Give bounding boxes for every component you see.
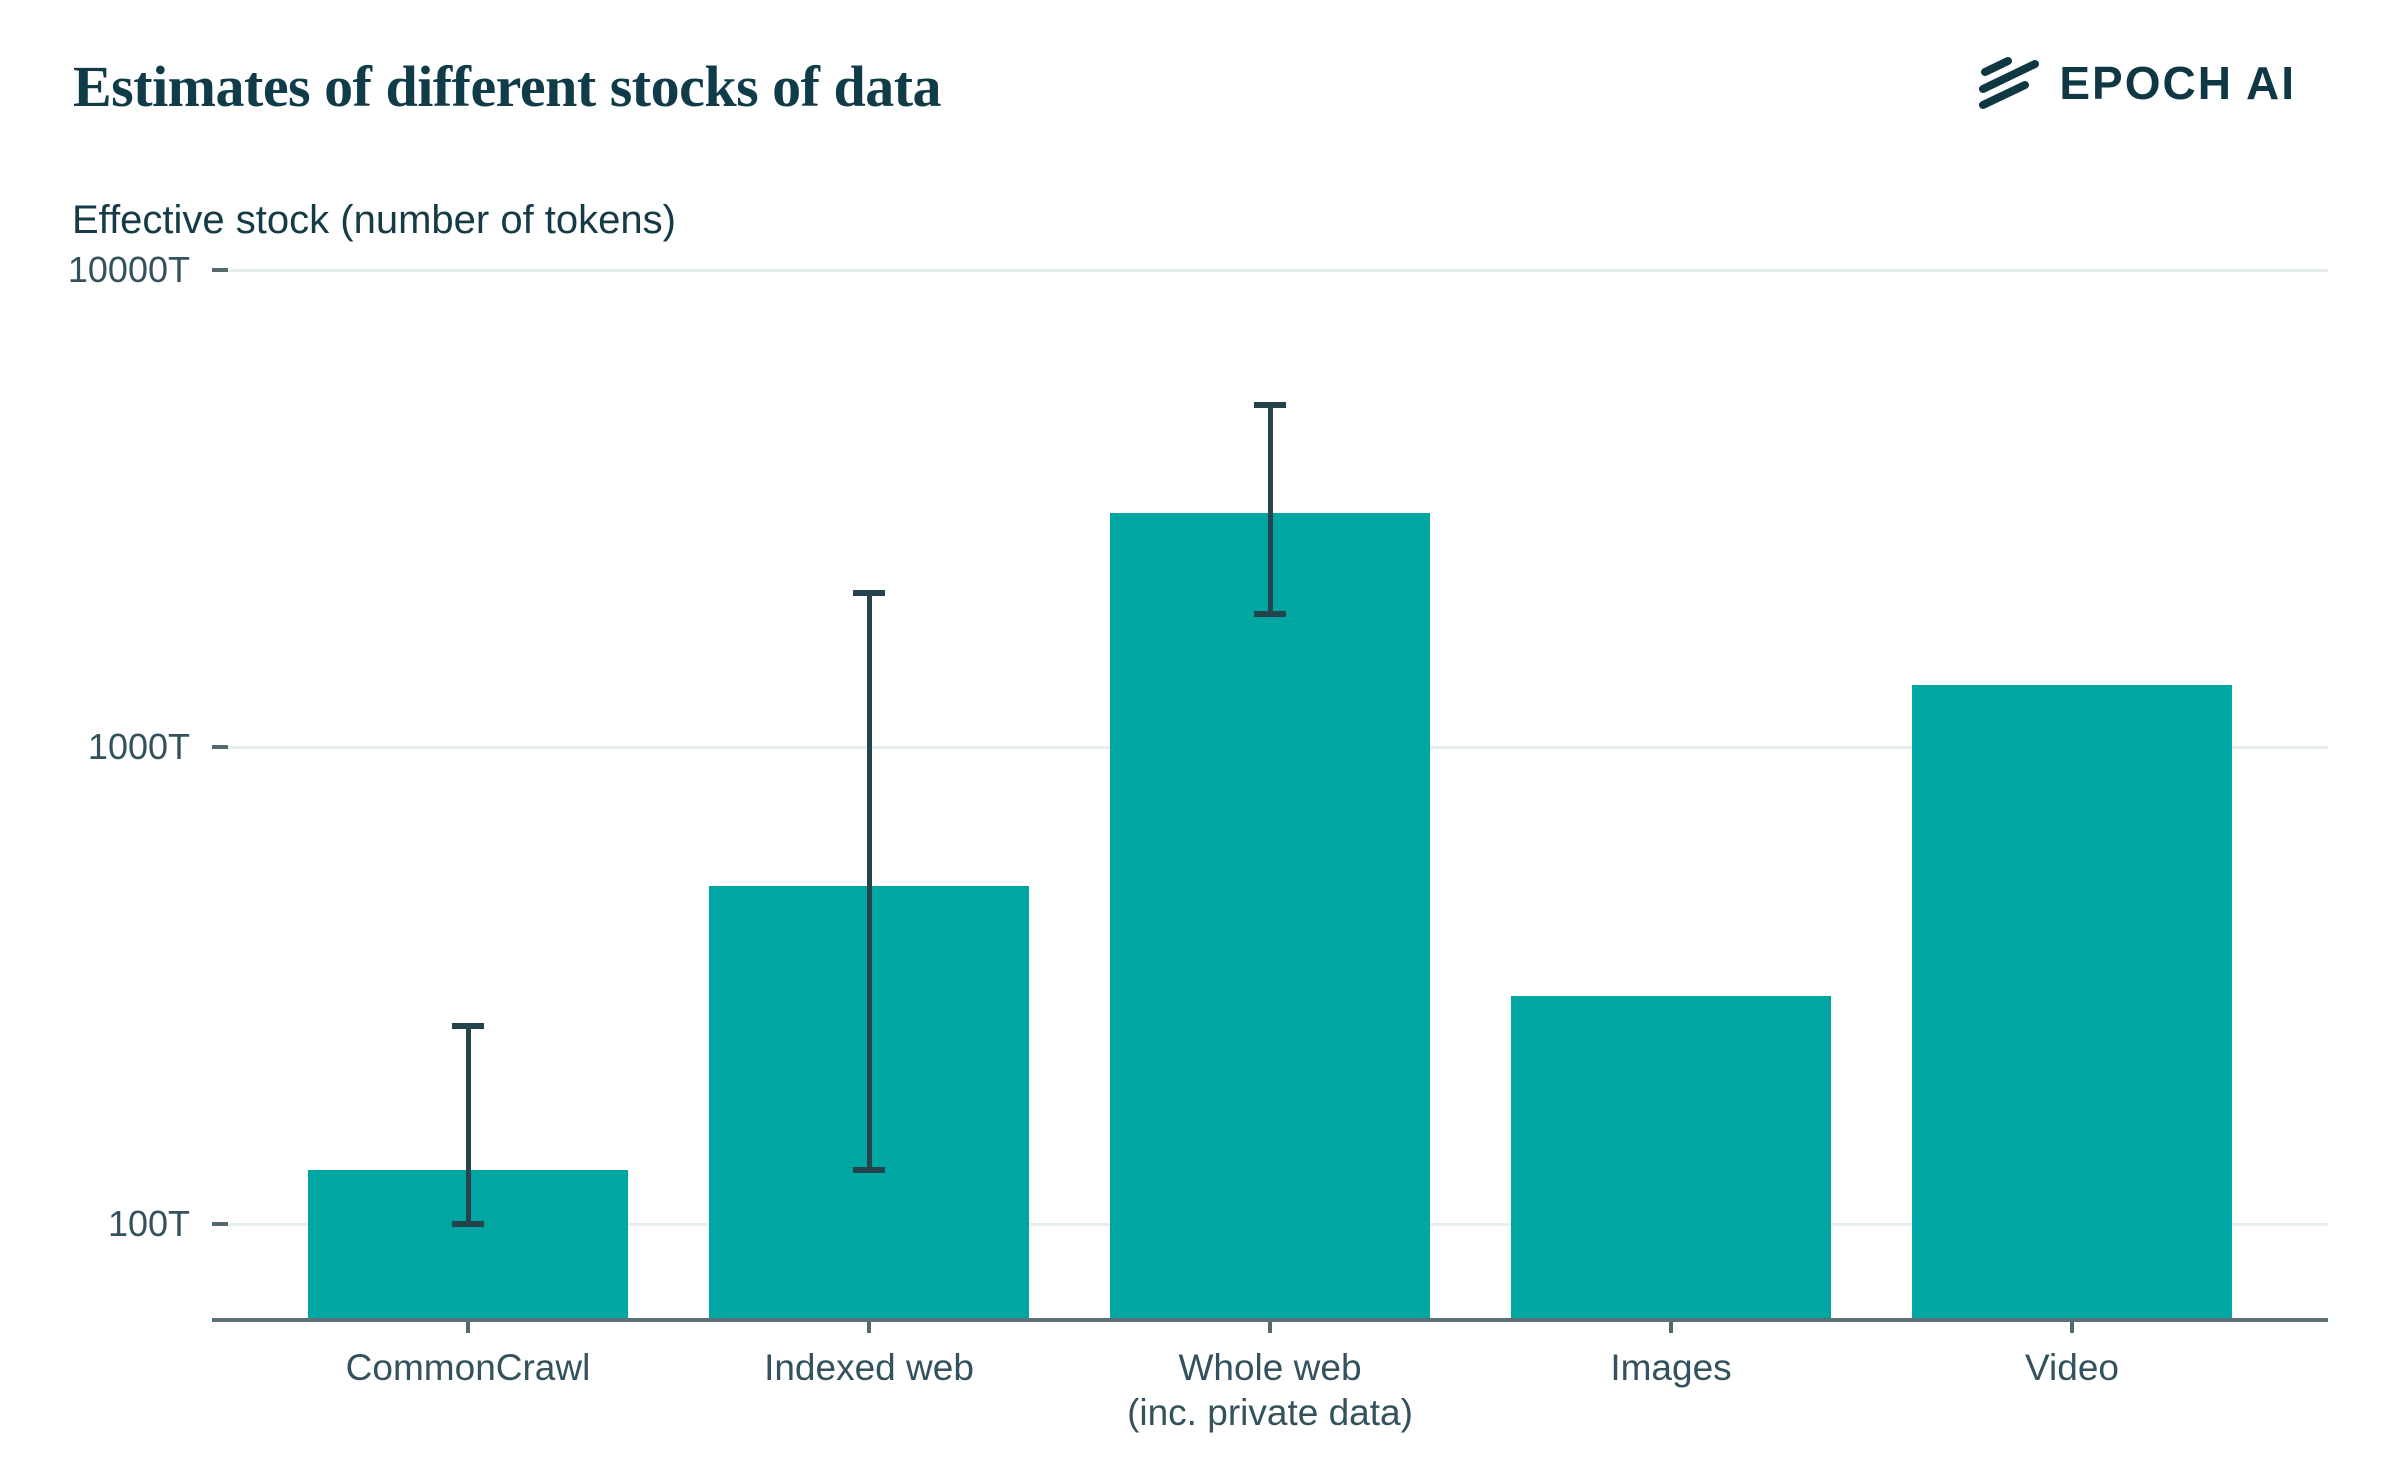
- x-axis-line: [212, 1318, 2328, 1322]
- error-bar-cap-low-indexed-web: [853, 1166, 885, 1173]
- x-label-video: Video: [2025, 1347, 2119, 1388]
- x-label-indexed-web: Indexed web: [764, 1347, 974, 1388]
- x-label-images: Images: [1610, 1347, 1732, 1388]
- y-tick-mark-1000T: [212, 745, 228, 749]
- y-axis-title: Effective stock (number of tokens): [72, 198, 676, 242]
- error-bar-line-commoncrawl: [465, 1026, 471, 1224]
- y-tick-label-10000T: 10000T: [67, 249, 190, 290]
- x-tick-mark-images: [1669, 1320, 1673, 1333]
- bar-video: [1912, 684, 2232, 1320]
- y-tick-label-100T: 100T: [107, 1203, 190, 1244]
- x-label-whole-web: Whole web (inc. private data): [1127, 1347, 1413, 1434]
- epoch-logo-icon: [1979, 57, 2040, 109]
- y-tick-mark-100T: [212, 1222, 228, 1226]
- error-bar-cap-low-commoncrawl: [452, 1221, 484, 1227]
- brand-logo: EPOCH AI: [1979, 56, 2296, 110]
- error-bar-cap-high-whole-web: [1254, 402, 1286, 409]
- bar-images: [1511, 996, 1831, 1320]
- gridline-10000T: [228, 268, 2328, 272]
- x-label-commoncrawl: CommonCrawl: [345, 1347, 591, 1388]
- error-bar-line-whole-web: [1267, 405, 1273, 615]
- x-tick-mark-indexed-web: [867, 1320, 871, 1333]
- page-title: Estimates of different stocks of data: [73, 54, 942, 119]
- x-tick-mark-video: [2070, 1320, 2074, 1333]
- error-bar-cap-low-whole-web: [1254, 611, 1286, 618]
- brand-name: EPOCH AI: [2059, 57, 2296, 109]
- x-tick-mark-commoncrawl: [466, 1320, 470, 1333]
- x-tick-mark-whole-web: [1268, 1320, 1272, 1333]
- y-tick-label-1000T: 1000T: [87, 726, 190, 767]
- error-bar-cap-high-indexed-web: [853, 590, 885, 597]
- error-bar-line-indexed-web: [866, 593, 872, 1170]
- y-tick-mark-10000T: [212, 268, 228, 272]
- error-bar-cap-high-commoncrawl: [452, 1023, 484, 1030]
- bar-whole-web: [1110, 512, 1430, 1320]
